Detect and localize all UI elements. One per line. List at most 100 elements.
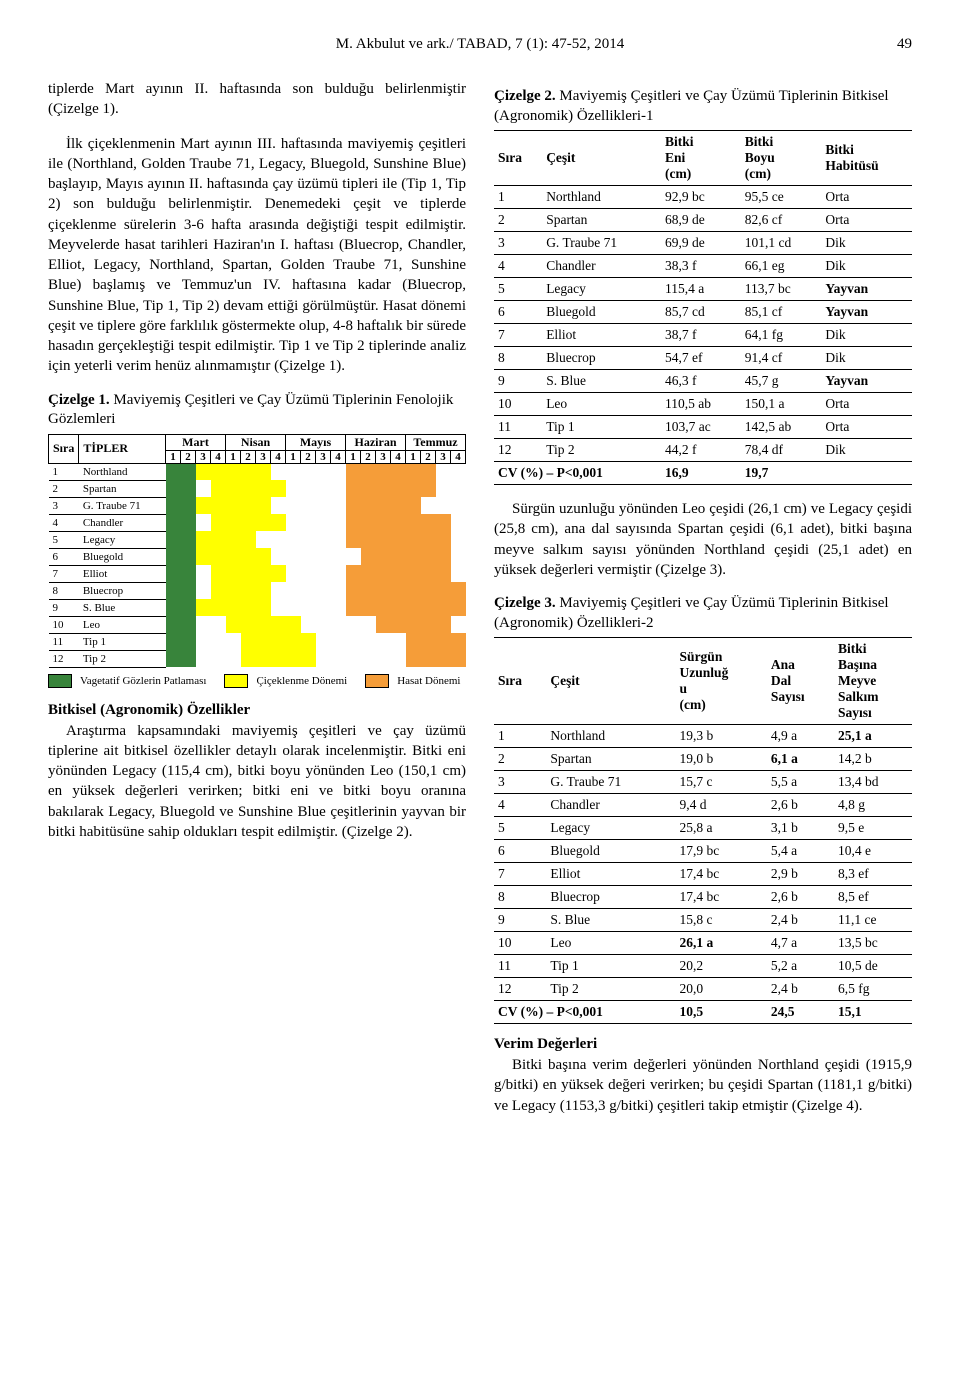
table-row: 2Spartan68,9 de82,6 cfOrta bbox=[494, 209, 912, 232]
legend-vegetative: Vagetatif Gözlerin Patlaması bbox=[48, 674, 206, 688]
phen-row: 3G. Traube 71 bbox=[49, 497, 466, 514]
phen-cell bbox=[331, 650, 346, 667]
foot-cell: 24,5 bbox=[767, 1001, 834, 1024]
phen-cell bbox=[211, 480, 226, 497]
phen-cell bbox=[196, 599, 211, 616]
phen-cell bbox=[241, 616, 256, 633]
table-cell: Orta bbox=[821, 209, 912, 232]
phen-cell bbox=[301, 531, 316, 548]
table-cell: Chandler bbox=[542, 255, 661, 278]
phen-cell bbox=[331, 531, 346, 548]
phen-cell bbox=[376, 463, 391, 480]
table-cell: 82,6 cf bbox=[741, 209, 822, 232]
phen-cell bbox=[181, 548, 196, 565]
phen-cell bbox=[331, 565, 346, 582]
phen-cell bbox=[316, 633, 331, 650]
phen-cell bbox=[196, 650, 211, 667]
phen-cell bbox=[241, 565, 256, 582]
col-header: BitkiBaşınaMeyveSalkımSayısı bbox=[834, 638, 912, 725]
legend-harvest: Hasat Dönemi bbox=[365, 674, 460, 688]
table-cell: 14,2 b bbox=[834, 748, 912, 771]
phen-cell bbox=[241, 548, 256, 565]
table-cell: Yayvan bbox=[821, 370, 912, 393]
phen-cell bbox=[406, 497, 421, 514]
phen-month: Nisan bbox=[226, 434, 286, 450]
phen-cell bbox=[181, 497, 196, 514]
phen-cell bbox=[376, 582, 391, 599]
phen-cell bbox=[196, 633, 211, 650]
col-header: SürgünUzunluğu(cm) bbox=[676, 638, 767, 725]
phen-cell bbox=[391, 616, 406, 633]
phen-cell bbox=[271, 633, 286, 650]
phen-cell bbox=[361, 633, 376, 650]
phen-cell bbox=[451, 548, 466, 565]
phen-cell bbox=[451, 480, 466, 497]
table-cell: Chandler bbox=[546, 794, 675, 817]
col-header: BitkiHabitüsü bbox=[821, 131, 912, 186]
phen-cell bbox=[436, 531, 451, 548]
phen-cell bbox=[301, 633, 316, 650]
running-head: M. Akbulut ve ark./ TABAD, 7 (1): 47-52,… bbox=[48, 36, 912, 53]
phen-cell bbox=[256, 531, 271, 548]
phen-cell bbox=[226, 616, 241, 633]
phen-cell bbox=[361, 480, 376, 497]
phen-cell bbox=[376, 616, 391, 633]
phen-cell bbox=[181, 463, 196, 480]
phen-cell bbox=[166, 514, 181, 531]
phen-month: Temmuz bbox=[406, 434, 466, 450]
phen-cell bbox=[241, 599, 256, 616]
phen-cell bbox=[346, 531, 361, 548]
phen-cell bbox=[346, 582, 361, 599]
phen-cell bbox=[166, 650, 181, 667]
phen-week: 3 bbox=[196, 450, 211, 463]
table-row: 5Legacy25,8 a3,1 b9,5 e bbox=[494, 817, 912, 840]
phen-cell bbox=[436, 497, 451, 514]
phen-cell bbox=[331, 514, 346, 531]
table-cell: Dik bbox=[821, 439, 912, 462]
phen-cell bbox=[451, 565, 466, 582]
phen-cell bbox=[256, 633, 271, 650]
phen-row-index: 7 bbox=[49, 565, 79, 582]
table-row: 8Bluecrop54,7 ef91,4 cfDik bbox=[494, 347, 912, 370]
phen-cell bbox=[391, 497, 406, 514]
table-cell: 12 bbox=[494, 978, 546, 1001]
phen-cell bbox=[406, 616, 421, 633]
table-cell: Tip 2 bbox=[546, 978, 675, 1001]
phen-cell bbox=[226, 565, 241, 582]
table-cell: 20,2 bbox=[676, 955, 767, 978]
phen-row-species: Spartan bbox=[79, 480, 166, 497]
phen-cell bbox=[421, 463, 436, 480]
phen-row-species: Bluegold bbox=[79, 548, 166, 565]
phen-row: 9S. Blue bbox=[49, 599, 466, 616]
table-cell: Northland bbox=[546, 725, 675, 748]
phen-row: 2Spartan bbox=[49, 480, 466, 497]
table-cell: Elliot bbox=[546, 863, 675, 886]
phen-cell bbox=[361, 514, 376, 531]
table-cell: 4,8 g bbox=[834, 794, 912, 817]
phen-cell bbox=[316, 463, 331, 480]
phen-week: 2 bbox=[421, 450, 436, 463]
phen-cell bbox=[361, 463, 376, 480]
table-cell: 95,5 ce bbox=[741, 186, 822, 209]
phen-cell bbox=[286, 514, 301, 531]
phen-week: 2 bbox=[301, 450, 316, 463]
phen-cell bbox=[421, 650, 436, 667]
table-row: 6Bluegold85,7 cd85,1 cfYayvan bbox=[494, 301, 912, 324]
phen-row-index: 6 bbox=[49, 548, 79, 565]
phen-cell bbox=[346, 565, 361, 582]
phen-cell bbox=[391, 650, 406, 667]
phen-cell bbox=[421, 565, 436, 582]
table-cell: Yayvan bbox=[821, 301, 912, 324]
phen-cell bbox=[181, 514, 196, 531]
table-cell: Dik bbox=[821, 232, 912, 255]
cizelge3-caption: Çizelge 3. Maviyemiş Çeşitleri ve Çay Üz… bbox=[494, 594, 912, 633]
col-header: Sıra bbox=[494, 131, 542, 186]
phen-cell bbox=[391, 599, 406, 616]
phen-cell bbox=[211, 565, 226, 582]
surgun-para: Sürgün uzunluğu yönünden Leo çeşidi (26,… bbox=[494, 499, 912, 580]
phen-cell bbox=[196, 548, 211, 565]
table-cell: 3,1 b bbox=[767, 817, 834, 840]
phen-week: 1 bbox=[406, 450, 421, 463]
phen-cell bbox=[166, 548, 181, 565]
intro-para-1: tiplerde Mart ayının II. haftasında son … bbox=[48, 79, 466, 120]
